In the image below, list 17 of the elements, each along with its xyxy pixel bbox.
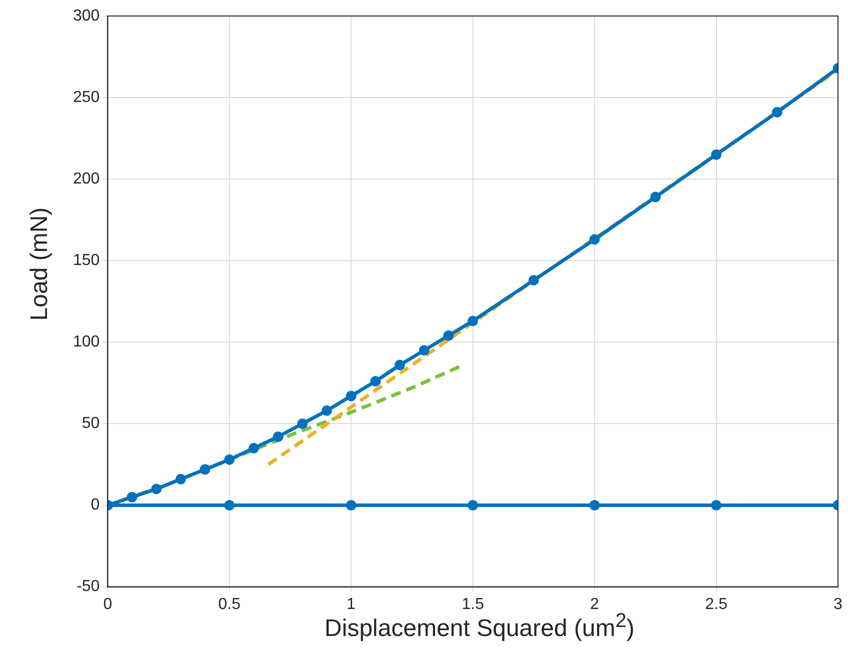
y-tick-label: -50 [76, 578, 100, 596]
x-tick-label: 1 [346, 596, 356, 613]
y-tick-label: 50 [82, 415, 100, 432]
x-tick-label: 1.5 [462, 596, 484, 613]
y-tick-label: 200 [72, 170, 100, 188]
y-axis-title: Load (mN) [26, 206, 54, 323]
x-tick-label: 2.5 [705, 596, 728, 613]
y-tick-label: 300 [72, 7, 100, 24]
x-tick-label: 0 [103, 596, 112, 613]
y-tick-label: 100 [72, 334, 100, 351]
x-tick-label: 0.5 [218, 596, 241, 613]
y-tick-label: 250 [72, 88, 100, 106]
x-tick-label: 3 [834, 596, 843, 613]
y-tick-label: 0 [90, 496, 100, 514]
y-tick-label: 150 [72, 252, 100, 270]
x-tick-label: 2 [590, 596, 600, 613]
x-axis-title: Displacement Squared (um$^{2}$) [324, 610, 634, 642]
